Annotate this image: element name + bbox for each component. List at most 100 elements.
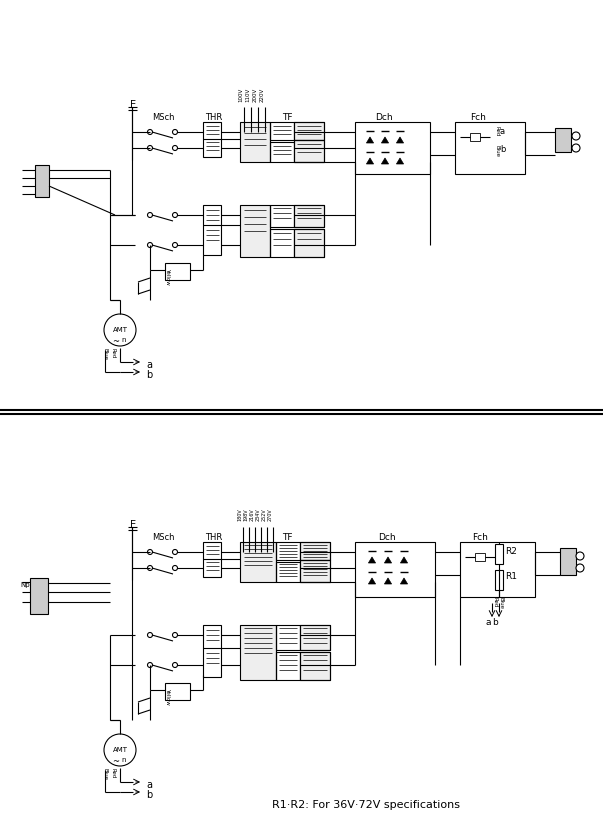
Circle shape <box>172 242 177 247</box>
Circle shape <box>172 550 177 554</box>
Text: R2: R2 <box>505 547 517 556</box>
Text: Blue: Blue <box>494 145 499 157</box>
Bar <box>240 542 276 582</box>
Bar <box>276 625 300 650</box>
Bar <box>165 263 190 280</box>
Bar <box>495 544 503 564</box>
Bar <box>455 122 525 174</box>
Text: 180V: 180V <box>238 508 242 521</box>
Polygon shape <box>368 557 376 563</box>
Text: TF: TF <box>282 113 292 122</box>
Text: 200V: 200V <box>253 88 257 102</box>
Polygon shape <box>400 578 408 584</box>
Bar <box>294 229 324 257</box>
Circle shape <box>148 242 153 247</box>
Bar <box>294 205 324 227</box>
Bar <box>203 542 221 577</box>
Text: 198V: 198V <box>244 508 248 520</box>
Bar <box>270 122 294 140</box>
Text: 220V: 220V <box>259 88 265 102</box>
Text: Red: Red <box>111 768 116 778</box>
Bar <box>270 229 294 257</box>
Bar <box>355 122 430 174</box>
Text: Dch: Dch <box>378 533 396 542</box>
Text: 234V: 234V <box>256 508 260 521</box>
Text: MSch: MSch <box>152 113 174 122</box>
Bar <box>355 542 435 597</box>
Bar <box>294 122 324 140</box>
Circle shape <box>576 552 584 560</box>
Text: Blue: Blue <box>103 768 108 780</box>
Text: b: b <box>146 790 152 800</box>
Circle shape <box>148 550 153 554</box>
Polygon shape <box>396 158 403 164</box>
Bar <box>203 122 221 157</box>
Text: E: E <box>130 520 136 530</box>
Bar <box>495 570 503 590</box>
Text: Fch: Fch <box>470 113 486 122</box>
Text: ~: ~ <box>113 757 119 766</box>
Circle shape <box>572 132 580 140</box>
Text: Yellow: Yellow <box>165 688 170 705</box>
Polygon shape <box>382 137 388 143</box>
Bar <box>240 205 270 257</box>
Bar <box>203 625 221 677</box>
Bar <box>240 625 276 680</box>
Bar <box>240 122 270 162</box>
Circle shape <box>172 146 177 150</box>
Circle shape <box>148 566 153 571</box>
Polygon shape <box>400 557 408 563</box>
Bar <box>300 652 330 680</box>
Circle shape <box>148 663 153 667</box>
Text: THR: THR <box>205 533 223 542</box>
Text: b: b <box>146 370 152 380</box>
Text: Red: Red <box>494 126 499 137</box>
Text: E: E <box>130 100 136 110</box>
Text: Dch: Dch <box>375 113 393 122</box>
Text: b: b <box>500 145 505 154</box>
Text: a: a <box>146 360 152 370</box>
Text: n: n <box>122 757 126 763</box>
Bar <box>560 548 576 575</box>
Polygon shape <box>368 578 376 584</box>
Text: a: a <box>485 618 491 627</box>
Text: a: a <box>500 127 505 136</box>
Text: b: b <box>492 618 498 627</box>
Text: Fch: Fch <box>472 533 488 542</box>
Text: 110V: 110V <box>245 88 250 102</box>
Text: 270V: 270V <box>268 508 273 521</box>
Circle shape <box>148 146 153 150</box>
Bar <box>300 542 330 560</box>
Text: R1: R1 <box>505 572 517 581</box>
Circle shape <box>148 129 153 134</box>
Text: MSch: MSch <box>152 533 174 542</box>
Text: 216V: 216V <box>250 508 254 521</box>
Text: AMT: AMT <box>113 327 127 333</box>
Bar <box>30 578 48 614</box>
Text: THR: THR <box>205 113 223 122</box>
Bar <box>270 205 294 227</box>
Text: Blue: Blue <box>103 348 108 360</box>
Bar <box>300 625 330 650</box>
Circle shape <box>172 212 177 218</box>
Polygon shape <box>382 158 388 164</box>
Bar <box>165 683 190 700</box>
Bar <box>276 542 300 560</box>
Text: a: a <box>146 780 152 790</box>
Circle shape <box>172 633 177 637</box>
Text: Blue: Blue <box>499 597 504 609</box>
Text: 100V: 100V <box>239 88 244 102</box>
Bar <box>294 140 324 162</box>
Bar <box>294 205 324 227</box>
Bar <box>276 652 300 680</box>
Bar <box>470 133 480 141</box>
Circle shape <box>572 144 580 152</box>
Text: Red: Red <box>492 597 497 607</box>
Bar <box>300 560 330 582</box>
Polygon shape <box>367 158 374 164</box>
Text: Yellow: Yellow <box>165 268 170 285</box>
Polygon shape <box>396 137 403 143</box>
Bar <box>294 140 324 162</box>
Circle shape <box>172 663 177 667</box>
Bar <box>475 553 485 561</box>
